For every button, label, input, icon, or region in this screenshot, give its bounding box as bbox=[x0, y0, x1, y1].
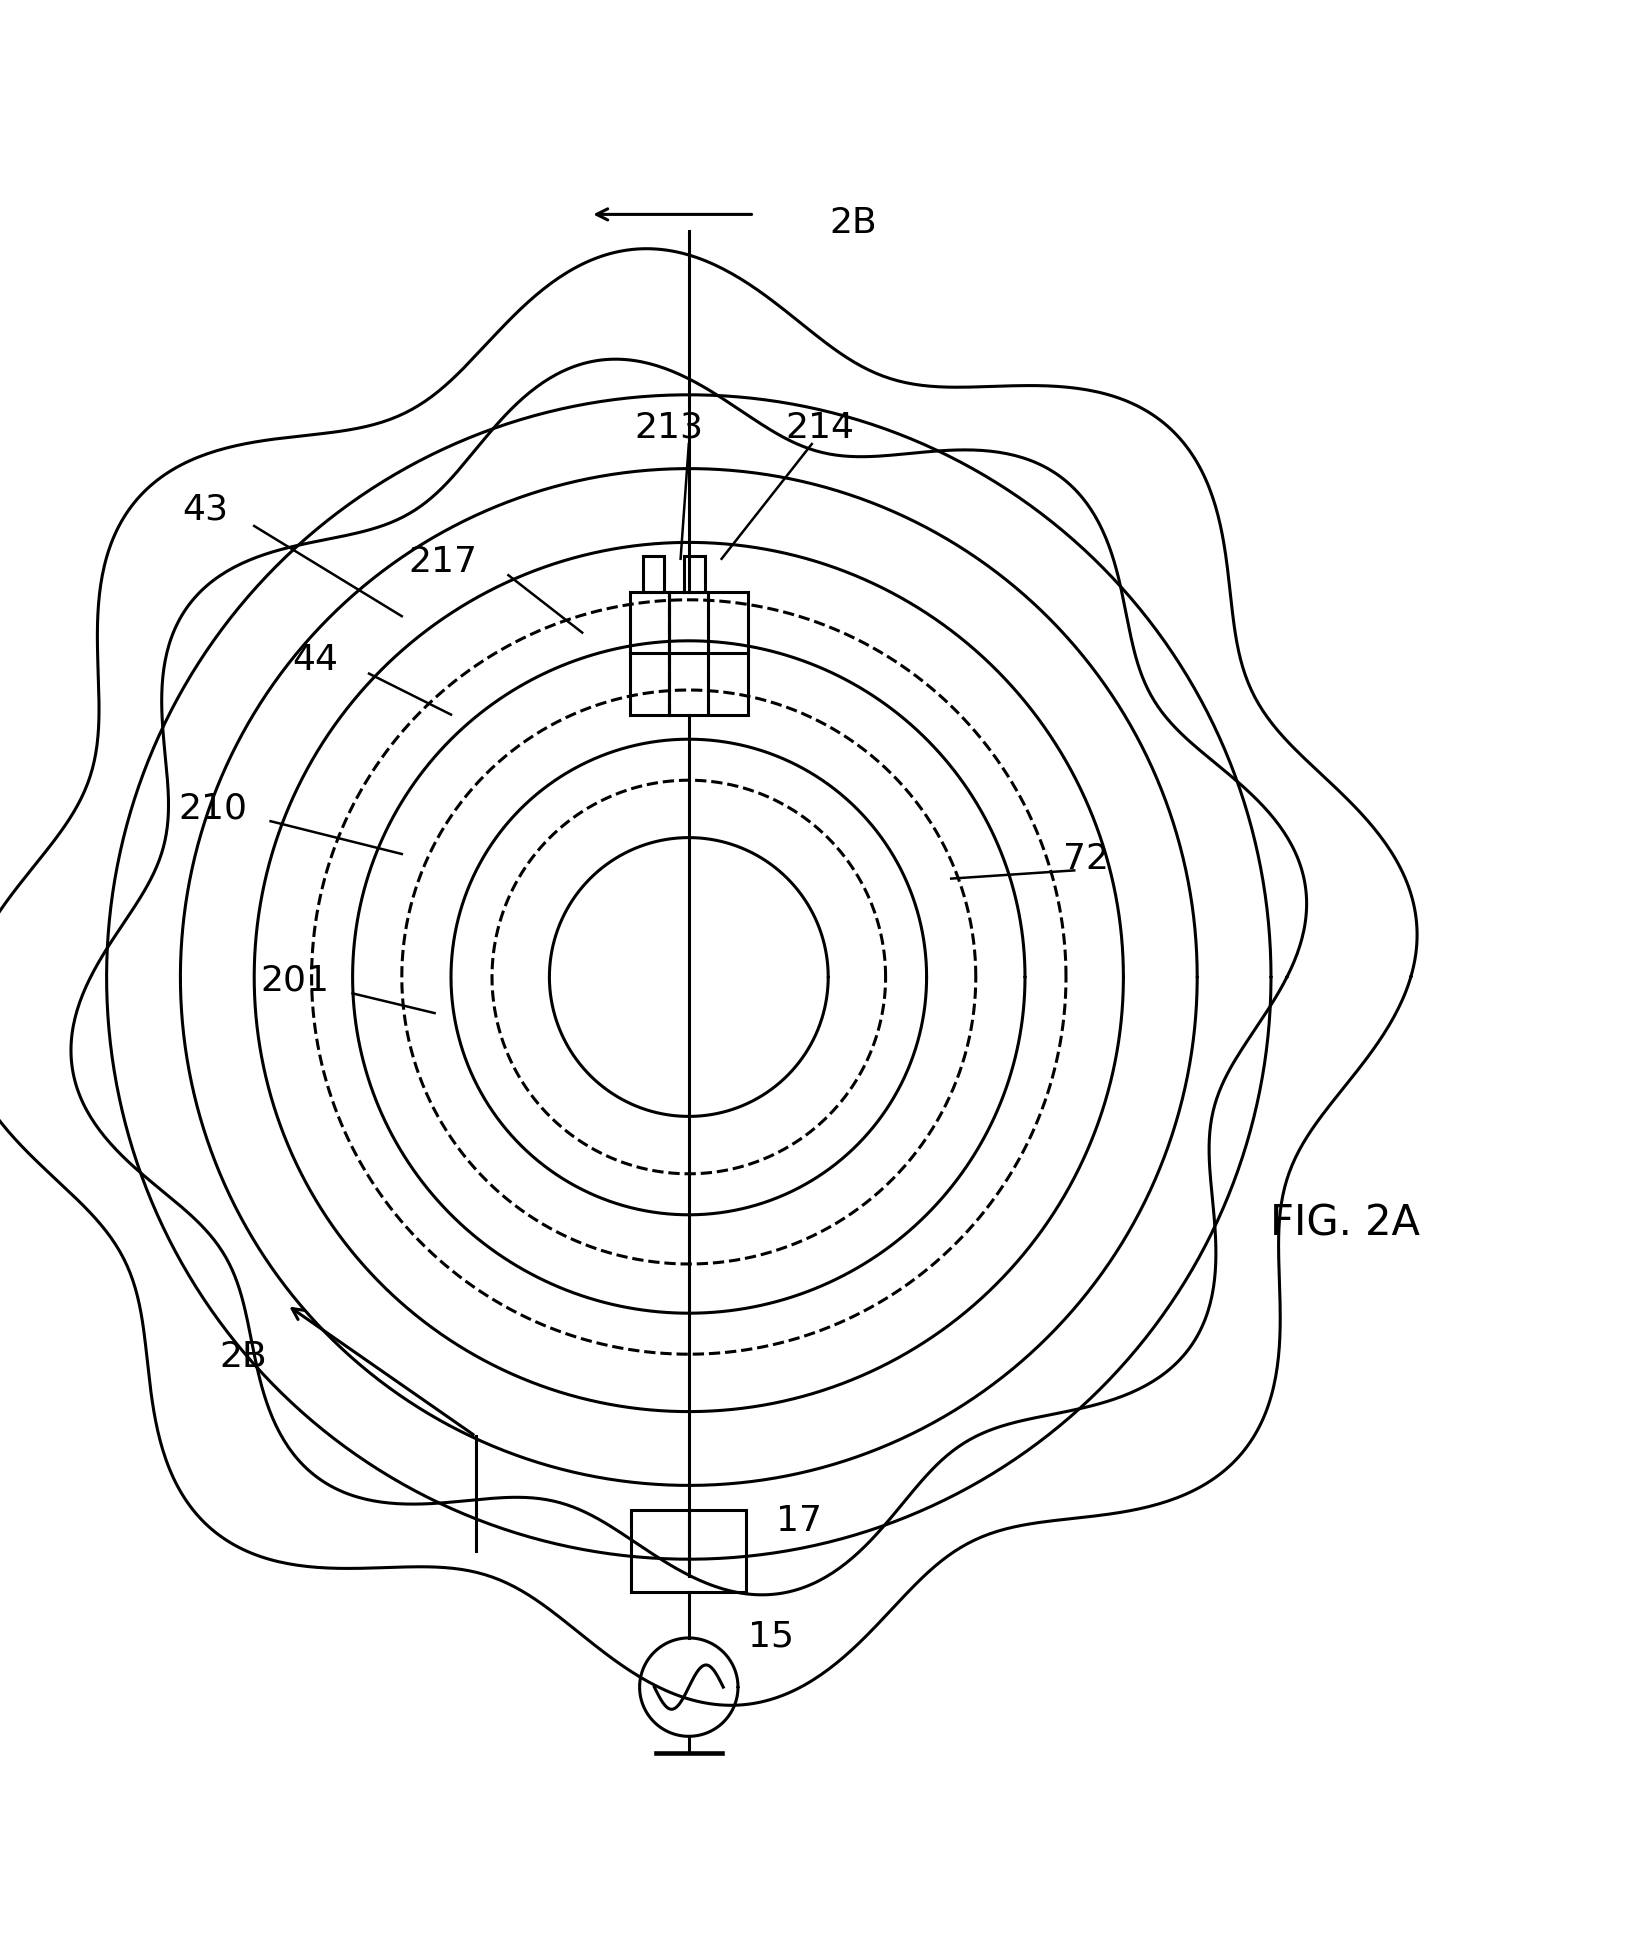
Text: 43: 43 bbox=[182, 492, 228, 526]
Text: 72: 72 bbox=[1062, 842, 1108, 875]
Bar bbox=[629, 592, 747, 715]
Bar bbox=[683, 555, 705, 592]
Text: 214: 214 bbox=[785, 410, 854, 446]
Text: 201: 201 bbox=[261, 963, 329, 997]
Bar bbox=[631, 1510, 746, 1593]
Bar bbox=[642, 555, 664, 592]
Text: 17: 17 bbox=[775, 1505, 821, 1538]
Text: 217: 217 bbox=[408, 545, 477, 578]
Text: FIG. 2A: FIG. 2A bbox=[1269, 1202, 1419, 1245]
Text: 44: 44 bbox=[292, 643, 338, 678]
Text: 213: 213 bbox=[634, 410, 703, 446]
Text: 2B: 2B bbox=[218, 1340, 267, 1374]
Text: 210: 210 bbox=[179, 791, 247, 825]
Text: 2B: 2B bbox=[828, 205, 877, 240]
Text: 15: 15 bbox=[747, 1620, 793, 1653]
